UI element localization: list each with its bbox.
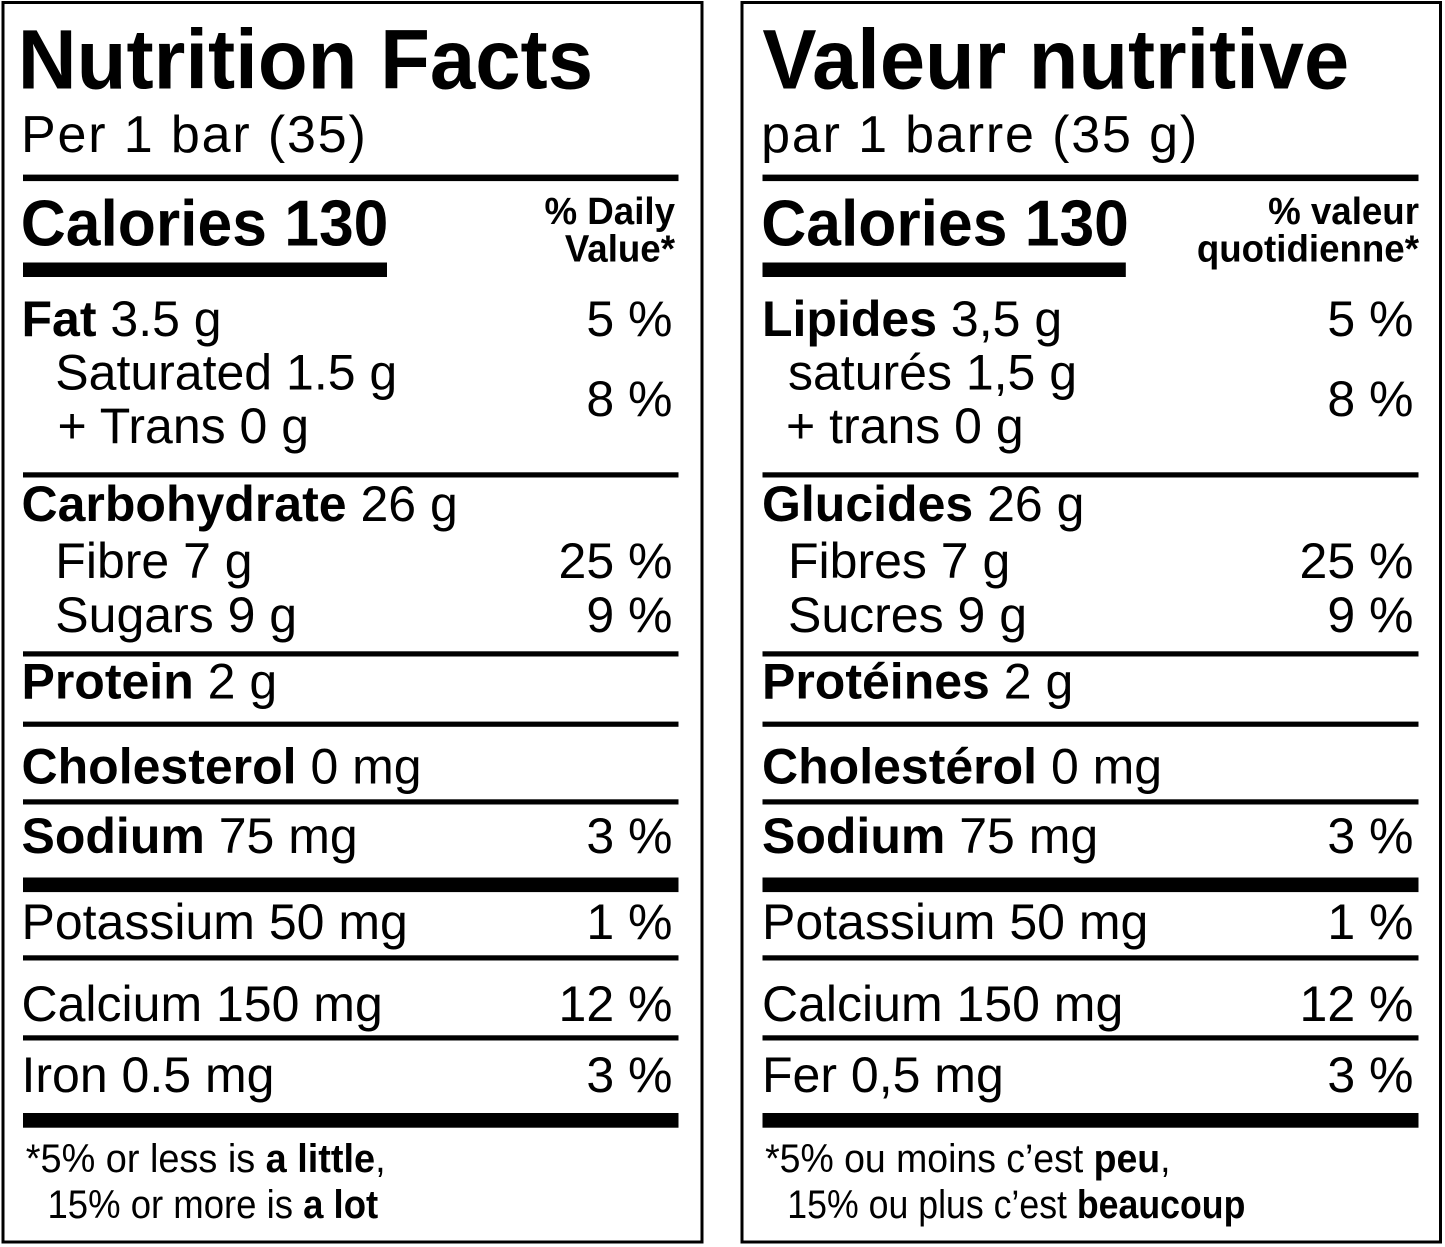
svg-text:+ trans 0 g: + trans 0 g	[786, 398, 1024, 454]
svg-text:*5% or less is a little,: *5% or less is a little,	[26, 1137, 386, 1181]
svg-text:15% or more is a lot: 15% or more is a lot	[48, 1182, 379, 1227]
svg-text:par 1 barre (35 g): par 1 barre (35 g)	[761, 106, 1199, 164]
svg-text:8 %: 8 %	[586, 371, 672, 427]
svg-text:25 %: 25 %	[559, 533, 673, 589]
svg-text:Saturated 1.5 g: Saturated 1.5 g	[55, 344, 397, 400]
svg-text:Sodium 75 mg: Sodium 75 mg	[762, 808, 1098, 864]
svg-text:9 %: 9 %	[1327, 587, 1413, 643]
svg-text:Carbohydrate 26 g: Carbohydrate 26 g	[22, 476, 458, 532]
svg-text:saturés 1,5 g: saturés 1,5 g	[788, 344, 1077, 400]
svg-text:3 %: 3 %	[1327, 808, 1413, 864]
svg-text:+ Trans 0 g: + Trans 0 g	[58, 398, 310, 454]
svg-text:Calcium 150 mg: Calcium 150 mg	[762, 976, 1123, 1032]
svg-text:Sugars 9 g: Sugars 9 g	[55, 587, 297, 643]
svg-text:3 %: 3 %	[1327, 1047, 1413, 1103]
svg-text:8 %: 8 %	[1327, 371, 1413, 427]
svg-text:Potassium 50 mg: Potassium 50 mg	[22, 894, 408, 950]
svg-text:12 %: 12 %	[1300, 976, 1414, 1032]
svg-text:Fibre 7 g: Fibre 7 g	[55, 533, 252, 589]
svg-text:15% ou plus c’est beaucoup: 15% ou plus c’est beaucoup	[787, 1183, 1245, 1227]
svg-text:9 %: 9 %	[586, 587, 672, 643]
svg-text:Cholesterol 0 mg: Cholesterol 0 mg	[22, 739, 422, 795]
svg-text:Iron 0.5 mg: Iron 0.5 mg	[22, 1047, 275, 1103]
svg-text:Sucres 9 g: Sucres 9 g	[788, 587, 1027, 643]
svg-text:Valeur nutritive: Valeur nutritive	[762, 12, 1349, 107]
svg-text:5 %: 5 %	[586, 291, 672, 347]
svg-text:Glucides 26 g: Glucides 26 g	[762, 476, 1084, 532]
svg-text:1 %: 1 %	[1327, 894, 1413, 950]
svg-text:3 %: 3 %	[586, 808, 672, 864]
svg-text:Calories 130: Calories 130	[21, 186, 389, 259]
svg-text:12 %: 12 %	[559, 976, 673, 1032]
svg-text:Value*: Value*	[565, 227, 676, 270]
svg-text:% Daily: % Daily	[544, 189, 675, 232]
svg-text:Per 1 bar (35): Per 1 bar (35)	[21, 106, 368, 164]
svg-text:Fat 3.5 g: Fat 3.5 g	[22, 291, 222, 347]
svg-text:Fer 0,5 mg: Fer 0,5 mg	[762, 1047, 1004, 1103]
svg-text:1 %: 1 %	[586, 894, 672, 950]
svg-text:% valeur: % valeur	[1268, 189, 1419, 232]
svg-text:*5% ou moins c’est peu,: *5% ou moins c’est peu,	[765, 1137, 1170, 1181]
svg-text:Protéines 2 g: Protéines 2 g	[762, 653, 1073, 709]
svg-text:Sodium 75 mg: Sodium 75 mg	[22, 808, 358, 864]
svg-text:5 %: 5 %	[1327, 291, 1413, 347]
svg-text:Calories 130: Calories 130	[761, 186, 1129, 259]
svg-text:Calcium 150 mg: Calcium 150 mg	[22, 976, 383, 1032]
svg-text:Protein 2 g: Protein 2 g	[22, 653, 278, 709]
svg-text:quotidienne*: quotidienne*	[1197, 227, 1420, 270]
svg-text:Nutrition Facts: Nutrition Facts	[18, 12, 593, 106]
svg-text:Fibres 7 g: Fibres 7 g	[788, 533, 1010, 589]
svg-text:3 %: 3 %	[586, 1047, 672, 1103]
svg-text:25 %: 25 %	[1300, 533, 1414, 589]
svg-text:Cholestérol 0 mg: Cholestérol 0 mg	[762, 739, 1162, 795]
svg-text:Potassium 50 mg: Potassium 50 mg	[762, 894, 1148, 950]
svg-text:Lipides 3,5 g: Lipides 3,5 g	[762, 291, 1062, 347]
